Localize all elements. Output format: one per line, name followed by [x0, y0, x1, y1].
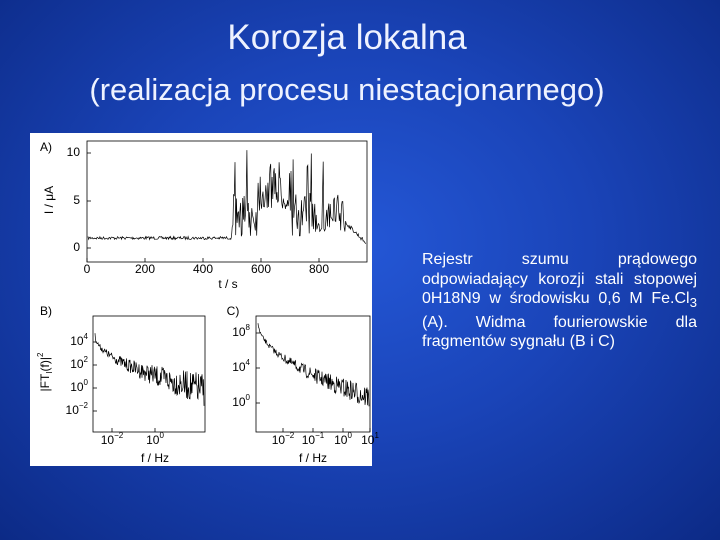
- axes-b: [92, 315, 206, 433]
- y-tick-label: 104: [70, 332, 88, 348]
- description-text: Rejestr szumu prądowego odpowiadający ko…: [422, 251, 697, 307]
- x-axis-label: t / s: [218, 277, 237, 291]
- signal-trace: [87, 150, 367, 244]
- axes-a: [86, 140, 368, 263]
- x-tick-label: 0: [84, 262, 91, 276]
- description: Rejestr szumu prądowego odpowiadający ko…: [422, 250, 697, 352]
- subtitle: (realizacja procesu niestacjonarnego): [89, 72, 605, 107]
- y-tick-label-base: 10: [232, 360, 246, 374]
- x-tick-label: 100: [334, 431, 352, 447]
- x-tick-label-exp: 0: [159, 431, 164, 440]
- x-tick-label: 10−2: [101, 431, 124, 447]
- x-tick-label: 800: [309, 262, 329, 276]
- x-tick-label: 400: [193, 262, 213, 276]
- y-axis-label: I / μA: [42, 186, 56, 214]
- title: Korozja lokalna: [227, 18, 467, 57]
- y-tick-label: 10−2: [66, 401, 89, 417]
- x-tick-label: 600: [251, 262, 271, 276]
- panel-label: B): [40, 304, 52, 318]
- y-tick-label-base: 10: [70, 380, 84, 394]
- y-label-sub: I: [45, 371, 54, 373]
- y-tick-label-exp: 4: [246, 358, 251, 367]
- x-tick-label-base: 10: [334, 433, 348, 447]
- y-label-sup: 2: [36, 352, 45, 357]
- y-axis-label: |FTI(f)|2: [36, 352, 54, 391]
- x-tick-label-exp: −2: [285, 431, 295, 440]
- panel-label: A): [40, 140, 52, 154]
- x-tick-label-base: 10: [146, 433, 160, 447]
- y-tick-label-base: 10: [232, 395, 246, 409]
- y-tick-label-base: 10: [66, 403, 80, 417]
- y-label-main: |FT: [38, 373, 52, 391]
- description-tail: (A). Widma fourierowskie dla fragmentów …: [422, 313, 697, 351]
- x-tick-label-base: 10: [361, 433, 375, 447]
- x-tick-label: 10−1: [302, 431, 325, 447]
- x-tick-label-exp: −2: [114, 431, 124, 440]
- y-tick-label-exp: 0: [84, 378, 89, 387]
- x-tick-label: 10−2: [272, 431, 295, 447]
- x-tick-label-exp: −1: [315, 431, 325, 440]
- panel-label: C): [227, 304, 240, 318]
- x-tick-label: 101: [361, 431, 379, 447]
- y-tick-label-exp: 8: [246, 323, 251, 332]
- x-axis-label: f / Hz: [141, 451, 169, 465]
- y-tick-label-exp: −2: [79, 401, 89, 410]
- y-tick-label-base: 10: [70, 357, 84, 371]
- x-tick-label: 200: [135, 262, 155, 276]
- x-tick-label-base: 10: [101, 433, 115, 447]
- x-tick-label: 100: [146, 431, 164, 447]
- y-tick-label-base: 10: [70, 334, 84, 348]
- y-tick-label: 100: [70, 378, 88, 394]
- y-tick-label-exp: 0: [246, 393, 251, 402]
- y-tick-label: 0: [73, 240, 80, 254]
- y-tick-label-base: 10: [232, 325, 246, 339]
- y-tick-label: 10: [67, 145, 81, 159]
- y-tick-label-exp: 4: [84, 332, 89, 341]
- x-tick-label-exp: 0: [347, 431, 352, 440]
- x-tick-label-base: 10: [272, 433, 286, 447]
- y-tick-label: 108: [232, 323, 250, 339]
- signal-trace: [94, 333, 205, 406]
- x-axis-label: f / Hz: [299, 451, 327, 465]
- signal-trace: [257, 323, 370, 407]
- x-tick-label-base: 10: [302, 433, 316, 447]
- y-tick-label: 104: [232, 358, 250, 374]
- y-tick-label: 102: [70, 355, 88, 371]
- description-sub: 3: [689, 295, 697, 311]
- y-tick-label: 100: [232, 393, 250, 409]
- y-tick-label-exp: 2: [84, 355, 89, 364]
- x-tick-label-exp: 1: [374, 431, 379, 440]
- traces: [87, 150, 370, 407]
- figure-panel: [30, 133, 372, 466]
- y-label-rest: (f)|: [38, 357, 52, 371]
- y-tick-label: 5: [73, 193, 80, 207]
